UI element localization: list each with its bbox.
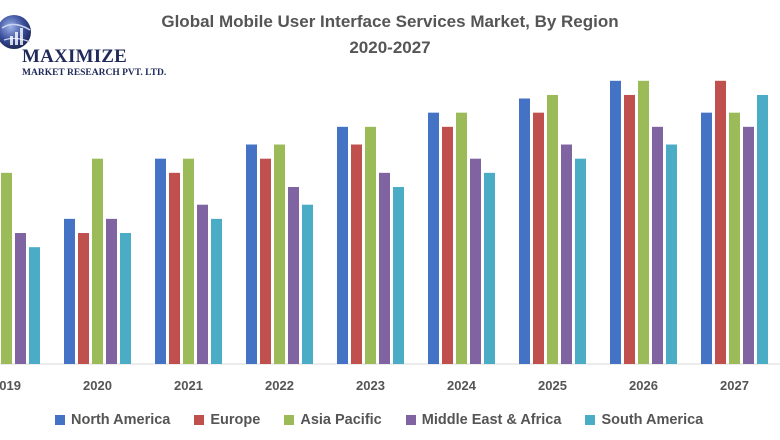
x-tick-label-2027: 2027 <box>720 378 749 393</box>
x-tick-labels: 2019 2020 2021 2022 2023 2024 2025 2026 2027 <box>0 378 749 393</box>
bar-north-america-2022 <box>246 144 257 364</box>
bar-south-america-2026 <box>666 144 677 364</box>
bar-middle-east-africa-2027 <box>743 126 754 364</box>
bar-south-america-2020 <box>120 233 131 364</box>
bar-north-america-2027 <box>701 112 712 364</box>
bar-middle-east-africa-2023 <box>379 172 390 364</box>
bar-asia-pacific-2027 <box>729 112 740 364</box>
bar-north-america-2020 <box>64 218 75 364</box>
bar-europe-2020 <box>78 233 89 364</box>
x-tick-label-2019: 2019 <box>0 378 21 393</box>
bar-north-america-2024 <box>428 112 439 364</box>
bar-south-america-2023 <box>393 187 404 364</box>
bar-north-america-2021 <box>155 158 166 364</box>
legend-label: Asia Pacific <box>300 412 382 428</box>
legend-label: Middle East & Africa <box>421 412 562 428</box>
company-logo: MAXIMIZE MARKET RESEARCH PVT. LTD. <box>0 6 175 81</box>
legend-item: Europe <box>194 412 260 428</box>
bar-asia-pacific-2022 <box>274 144 285 364</box>
bar-south-america-2024 <box>484 172 495 364</box>
bar-europe-2025 <box>533 112 544 364</box>
legend-item: Middle East & Africa <box>405 412 562 428</box>
bar-middle-east-africa-2021 <box>197 204 208 364</box>
bar-europe-2021 <box>169 172 180 364</box>
bar-asia-pacific-2026 <box>638 80 649 365</box>
bar-asia-pacific-2024 <box>456 112 467 364</box>
bar-north-america-2026 <box>610 80 621 365</box>
legend-item: North America <box>55 412 170 428</box>
x-tick-label-2026: 2026 <box>629 378 658 393</box>
logo-subtitle: MARKET RESEARCH PVT. LTD. <box>22 68 167 78</box>
bar-south-america-2025 <box>575 158 586 364</box>
chart-title: Global Mobile User Interface Services Ma… <box>161 12 619 31</box>
x-tick-label-2021: 2021 <box>174 378 203 393</box>
legend-label: South America <box>601 412 704 428</box>
bar-europe-2027 <box>715 80 726 365</box>
bar-middle-east-africa-2026 <box>652 126 663 364</box>
bar-asia-pacific-2020 <box>92 158 103 364</box>
bar-south-america-2021 <box>211 218 222 364</box>
legend-swatch <box>284 415 295 425</box>
bar-asia-pacific-2025 <box>547 94 558 365</box>
bar-europe-2023 <box>351 144 362 364</box>
bar-middle-east-africa-2022 <box>288 187 299 364</box>
legend-swatch <box>585 415 596 425</box>
x-tick-label-2023: 2023 <box>356 378 385 393</box>
bar-europe-2022 <box>260 158 271 364</box>
x-tick-label-2020: 2020 <box>83 378 112 393</box>
bar-north-america-2025 <box>519 98 530 364</box>
bar-middle-east-africa-2025 <box>561 144 572 364</box>
bar-asia-pacific-2023 <box>365 126 376 364</box>
bar-europe-2024 <box>442 126 453 364</box>
bar-middle-east-africa-2024 <box>470 158 481 364</box>
bars-group <box>1 80 768 365</box>
bar-north-america-2023 <box>337 126 348 364</box>
legend-item: South America <box>585 412 703 428</box>
legend-swatch <box>194 415 205 425</box>
legend-swatch <box>405 415 416 425</box>
legend-label: North America <box>71 412 171 428</box>
chart-legend: North America Europe Asia Pacific Middle Ea… <box>55 410 703 430</box>
bar-europe-2026 <box>624 94 635 365</box>
bar-south-america-2027 <box>757 94 768 365</box>
x-tick-label-2025: 2025 <box>538 378 567 393</box>
logo-name: MAXIMIZE <box>22 46 128 67</box>
bar-asia-pacific-2021 <box>183 158 194 364</box>
bar-middle-east-africa-2019 <box>15 233 26 364</box>
x-tick-label-2022: 2022 <box>265 378 294 393</box>
x-tick-label-2024: 2024 <box>447 378 477 393</box>
chart-subtitle: 2020-2027 <box>349 38 431 57</box>
legend-label: Europe <box>210 412 261 428</box>
bar-middle-east-africa-2020 <box>106 218 117 364</box>
bar-south-america-2019 <box>29 247 40 364</box>
bar-south-america-2022 <box>302 204 313 364</box>
legend-swatch <box>55 415 65 425</box>
globe-logo-icon <box>0 15 31 49</box>
bar-asia-pacific-2019 <box>1 172 12 364</box>
legend-item: Asia Pacific <box>284 412 382 428</box>
